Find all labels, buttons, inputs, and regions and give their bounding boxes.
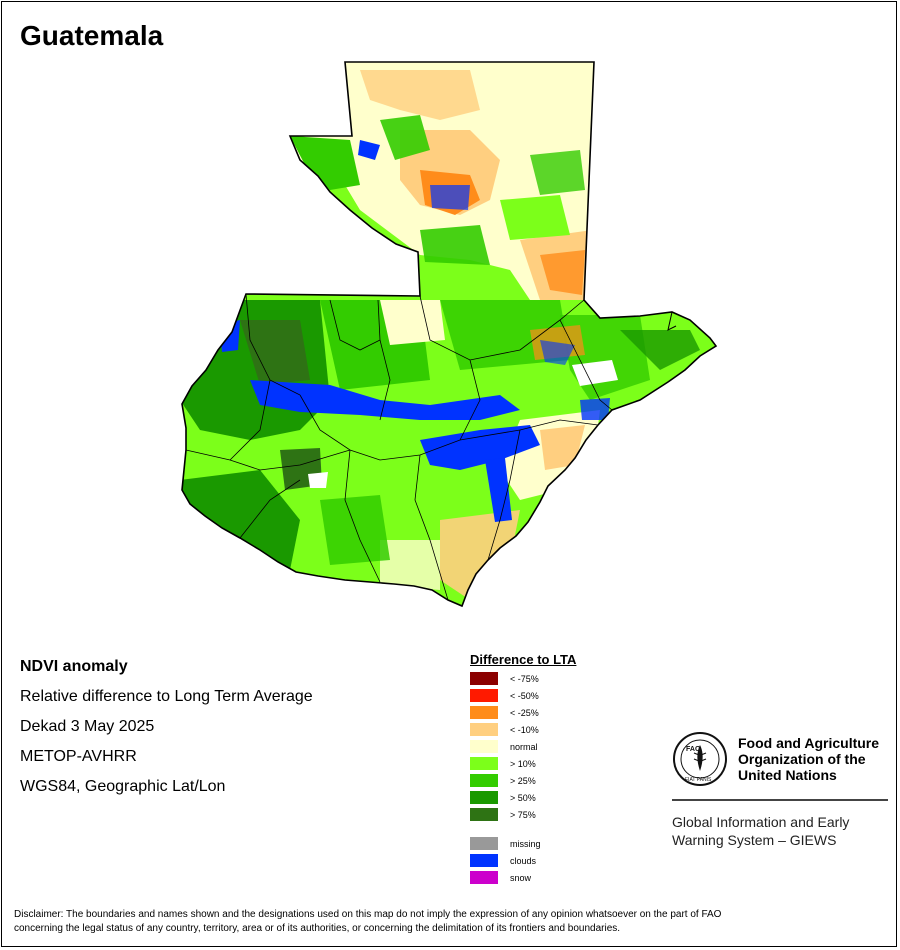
product-name: NDVI anomaly — [20, 658, 128, 675]
normal-zone — [380, 540, 440, 590]
legend-swatch — [470, 689, 498, 702]
disclaimer-line: concerning the legal status of any count… — [14, 923, 621, 934]
projection: WGS84, Geographic Lat/Lon — [20, 778, 226, 795]
legend-item: > 50% — [470, 789, 576, 806]
legend-item: < -10% — [470, 721, 576, 738]
disclaimer-line: Disclaimer: The boundaries and names sho… — [14, 909, 722, 920]
legend-swatch — [470, 871, 498, 884]
positive-anomaly-zone — [290, 136, 360, 190]
legend-label: < -10% — [510, 724, 539, 735]
organization-name: Food and Agriculture Organization of the… — [738, 735, 879, 783]
very-strong-positive-zone — [240, 320, 310, 385]
fao-logo-icon: FAO FIAT PANIS — [673, 732, 727, 786]
lake-atitlan — [308, 472, 328, 488]
legend-label: < -25% — [510, 707, 539, 718]
legend-swatch — [470, 791, 498, 804]
logo-motto: FIAT PANIS — [685, 777, 712, 783]
legend-swatch — [470, 672, 498, 685]
map-info: NDVI anomaly Relative difference to Long… — [20, 656, 313, 806]
giews-line: Global Information and Early — [672, 814, 850, 830]
cloud-cover-band — [250, 380, 520, 420]
positive-anomaly-zone — [500, 195, 570, 240]
normal-zone — [500, 80, 590, 150]
legend-item: < -25% — [470, 704, 576, 721]
legend-swatch — [470, 774, 498, 787]
positive-anomaly-zone — [320, 495, 390, 565]
positive-anomaly-zone — [420, 225, 490, 265]
legend-item: < -50% — [470, 687, 576, 704]
organization-name-line: United Nations — [738, 767, 837, 783]
map-title: Guatemala — [20, 20, 164, 51]
period: Dekad 3 May 2025 — [20, 718, 155, 735]
legend-label: < -75% — [510, 673, 539, 684]
coastline-detail — [667, 311, 677, 331]
deficit-zone — [540, 250, 585, 295]
organization-name-line: Food and Agriculture — [738, 735, 880, 751]
legend-item: normal — [470, 738, 576, 755]
legend-label: > 50% — [510, 792, 536, 803]
divider — [672, 799, 888, 801]
legend-item: > 10% — [470, 755, 576, 772]
legend-item: clouds — [470, 852, 576, 869]
legend-swatch — [470, 757, 498, 770]
legend-label: < -50% — [510, 690, 539, 701]
strong-positive-zone — [620, 330, 700, 370]
cloud-cover-patch — [358, 140, 380, 160]
below-normal-zone — [360, 70, 480, 120]
legend-item: > 75% — [470, 806, 576, 823]
cloud-cover-band — [420, 425, 540, 470]
positive-anomaly-zone — [530, 150, 585, 195]
legend-label: normal — [510, 741, 538, 752]
cloud-cover-patch — [485, 458, 512, 522]
ndvi-anomaly-map — [181, 61, 717, 607]
cloud-cover-patch — [540, 340, 575, 365]
legend-swatch — [470, 706, 498, 719]
legend-swatch — [470, 740, 498, 753]
below-normal-zone — [540, 425, 585, 470]
legend-swatch — [470, 723, 498, 736]
legend: Difference to LTA < -75% < -50% < -25% < -1… — [470, 652, 576, 886]
strong-positive-zone — [182, 470, 300, 570]
legend-item: < -75% — [470, 670, 576, 687]
legend-swatch — [470, 854, 498, 867]
normal-zone — [380, 300, 445, 345]
legend-item: snow — [470, 869, 576, 886]
cloud-cover-patch — [580, 398, 610, 420]
giews-line: Warning System – GIEWS — [672, 832, 837, 848]
logo-text: FAO — [686, 746, 701, 753]
legend-label: > 75% — [510, 809, 536, 820]
giews-label: Global Information and Early Warning Sys… — [672, 813, 888, 849]
legend-item: missing — [470, 835, 576, 852]
legend-label: clouds — [510, 855, 537, 866]
organization-name-line: Organization of the — [738, 751, 866, 767]
legend-label: missing — [510, 838, 541, 849]
legend-classes: < -75% < -50% < -25% < -10% normal > 10% > 25%… — [470, 670, 576, 823]
below-normal-zone — [440, 510, 520, 600]
legend-title: Difference to LTA — [470, 652, 577, 667]
legend-swatch — [470, 837, 498, 850]
legend-swatch — [470, 808, 498, 821]
cloud-cover-patch — [430, 185, 470, 210]
disclaimer: Disclaimer: The boundaries and names sho… — [14, 908, 884, 936]
department-boundaries — [185, 293, 613, 601]
product-description: Relative difference to Long Term Average — [20, 688, 313, 705]
sensor: METOP-AVHRR — [20, 748, 137, 765]
legend-label: > 10% — [510, 758, 536, 769]
positive-anomaly-zone — [380, 115, 430, 160]
legend-item: > 25% — [470, 772, 576, 789]
legend-special: missing clouds snow — [470, 835, 576, 886]
organization-block: FAO FIAT PANIS Food and Agriculture Orga… — [672, 731, 888, 849]
legend-label: snow — [510, 872, 532, 883]
cloud-cover-patch — [220, 320, 240, 352]
legend-label: > 25% — [510, 775, 536, 786]
